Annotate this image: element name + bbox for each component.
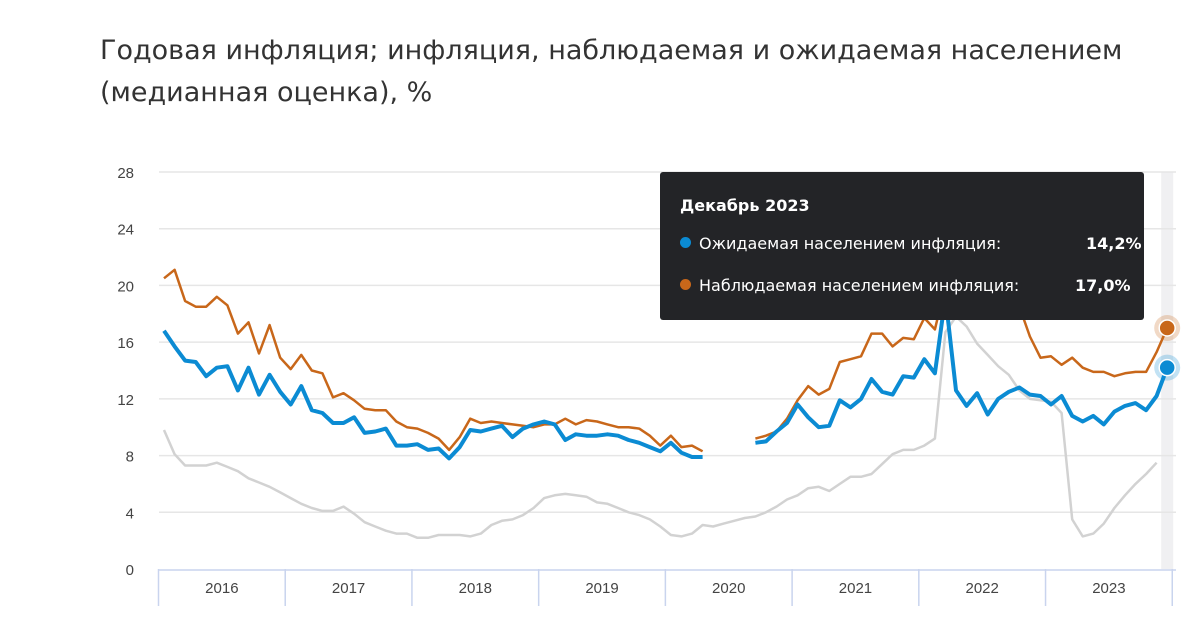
- x-tick-label: 2020: [712, 580, 745, 597]
- x-tick-label: 2019: [585, 580, 618, 597]
- x-tick-label: 2023: [1092, 580, 1125, 597]
- data-point-marker: [1158, 319, 1176, 337]
- y-tick-label: 12: [117, 392, 134, 409]
- y-tick-label: 20: [117, 278, 134, 295]
- y-tick-label: 4: [126, 505, 134, 522]
- series-line-2: [162, 294, 1170, 461]
- x-tick-label: 2021: [839, 580, 872, 597]
- y-tick-label: 0: [126, 562, 134, 579]
- x-tick-label: 2016: [205, 580, 238, 597]
- blue-dot-icon: [680, 237, 691, 248]
- tooltip-label: Ожидаемая населением инфляция:: [699, 234, 1002, 253]
- x-tick-label: 2017: [332, 580, 365, 597]
- tooltip-value: 17,0%: [1075, 276, 1131, 295]
- tooltip-title: Декабрь 2023: [680, 196, 810, 215]
- tooltip-value: 14,2%: [1086, 234, 1142, 253]
- tooltip: Декабрь 2023 Ожидаемая населением инфляц…: [660, 172, 1144, 320]
- series-line-0: [162, 315, 1158, 540]
- x-tick-label: 2022: [965, 580, 998, 597]
- y-tick-label: 8: [126, 449, 134, 466]
- chart-title: Годовая инфляция; инфляция, наблюдаемая …: [100, 35, 1123, 108]
- x-tick-label: 2018: [459, 580, 492, 597]
- tooltip-label: Наблюдаемая населением инфляция:: [699, 276, 1020, 295]
- tooltip-row-observed: Наблюдаемая населением инфляция: 17,0%: [680, 276, 1131, 295]
- y-tick-label: 24: [117, 222, 134, 239]
- orange-dot-icon: [680, 279, 691, 290]
- y-tick-label: 28: [117, 165, 134, 182]
- y-tick-label: 16: [117, 335, 134, 352]
- data-point-marker: [1158, 358, 1176, 377]
- tooltip-row-expected: Ожидаемая населением инфляция: 14,2%: [680, 234, 1142, 253]
